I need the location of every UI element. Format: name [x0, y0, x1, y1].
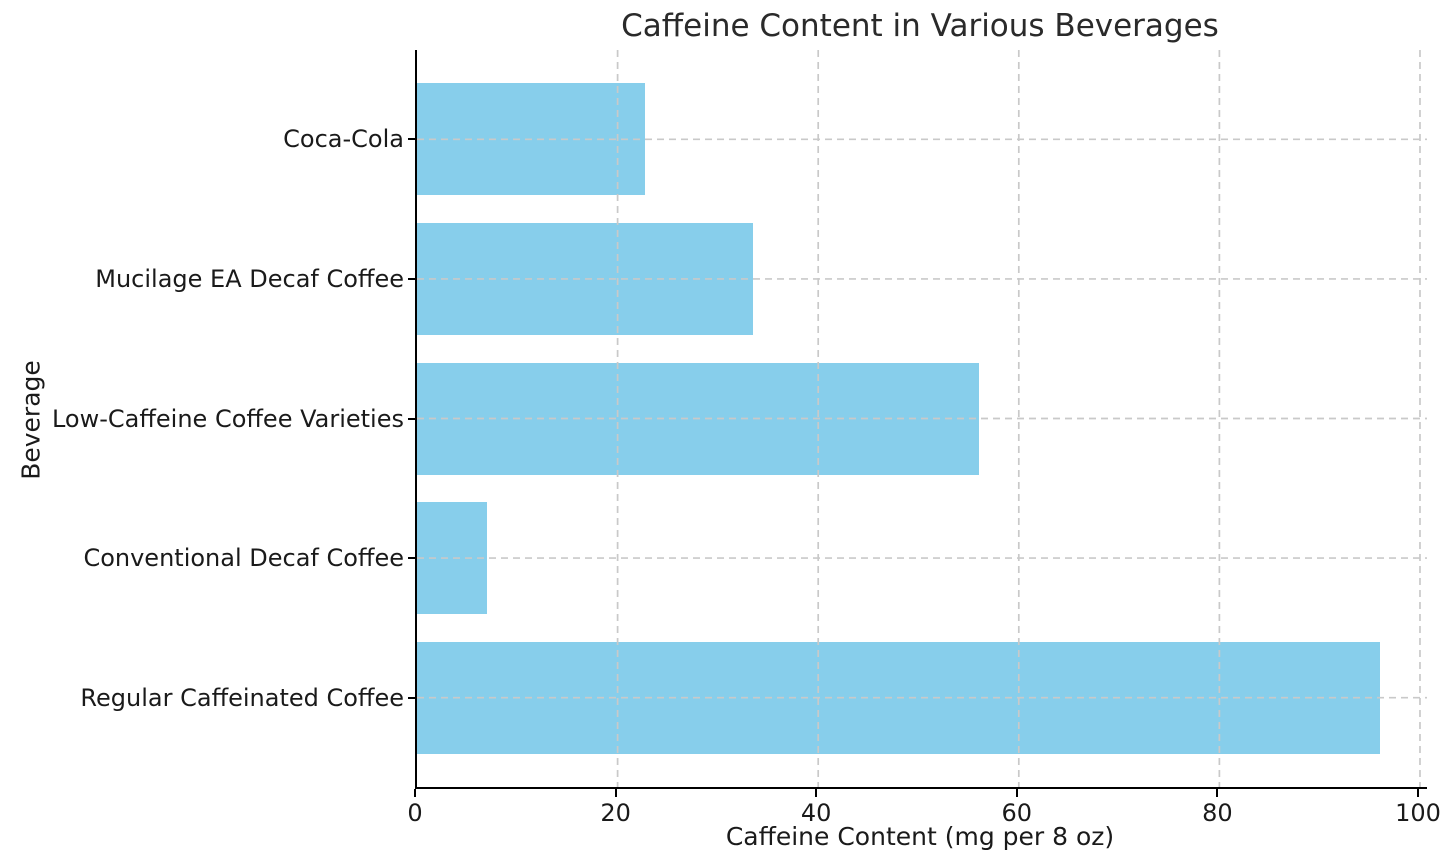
- bar-coca-cola: [417, 83, 645, 196]
- y-tick-mark: [408, 417, 416, 420]
- x-tick-mark: [1015, 789, 1018, 797]
- y-tick-mark: [408, 557, 416, 560]
- y-tick-label-conventional-decaf-coffee: Conventional Decaf Coffee: [83, 544, 404, 573]
- x-tick-label: 0: [407, 799, 423, 827]
- bar-regular-caffeinated-coffee: [417, 641, 1380, 754]
- x-tick-mark: [414, 789, 416, 797]
- x-tick-label: 40: [800, 799, 832, 827]
- y-tick-mark: [408, 696, 416, 699]
- y-tick-mark: [408, 277, 416, 280]
- bar-conventional-decaf-coffee: [417, 502, 488, 615]
- y-axis-label: Beverage: [16, 360, 46, 480]
- chart-title: Caffeine Content in Various Beverages: [621, 8, 1219, 44]
- x-tick-mark: [815, 789, 818, 797]
- x-tick-label: 60: [1001, 799, 1033, 827]
- y-tick-mark: [408, 138, 416, 141]
- x-tick-mark: [1216, 789, 1219, 797]
- x-tick-mark: [1416, 789, 1419, 797]
- y-tick-label-low-caffeine-coffee-varieties: Low-Caffeine Coffee Varieties: [51, 404, 404, 433]
- y-tick-label-coca-cola: Coca-Cola: [283, 125, 404, 154]
- y-tick-label-mucilage-ea-decaf-coffee: Mucilage EA Decaf Coffee: [95, 264, 404, 293]
- x-axis-label: Caffeine Content (mg per 8 oz): [725, 822, 1115, 851]
- bar-low-caffeine-coffee-varieties: [417, 362, 979, 475]
- x-tick-label: 80: [1202, 799, 1233, 827]
- x-tick-label: 100: [1395, 799, 1441, 827]
- y-tick-label-regular-caffeinated-coffee: Regular Caffeinated Coffee: [80, 683, 404, 712]
- bar-mucilage-ea-decaf-coffee: [417, 222, 753, 335]
- x-tick-mark: [614, 789, 617, 797]
- plot-area: [415, 50, 1427, 789]
- x-tick-label: 20: [600, 799, 631, 827]
